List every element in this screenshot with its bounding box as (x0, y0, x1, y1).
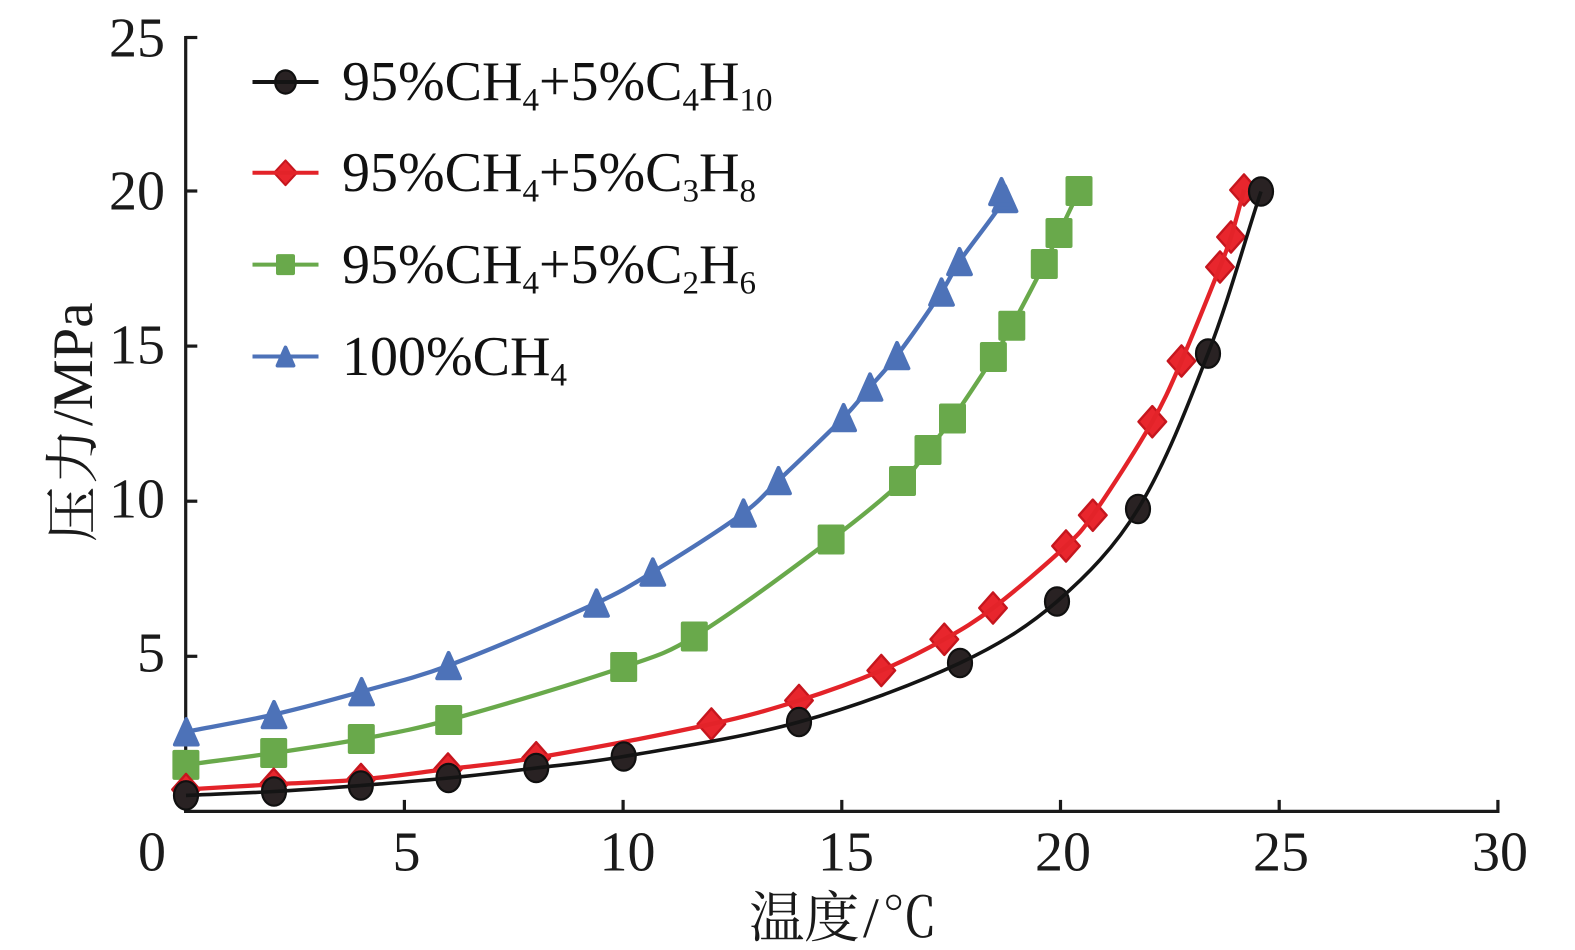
svg-text:25: 25 (109, 8, 165, 70)
svg-text:100%CH4: 100%CH4 (342, 326, 567, 394)
svg-text:0: 0 (138, 822, 166, 884)
svg-text:5: 5 (393, 822, 421, 884)
svg-text:/MPa: /MPa (42, 302, 105, 426)
svg-text:95%CH4+5%C4H10: 95%CH4+5%C4H10 (342, 51, 773, 119)
svg-text:95%CH4+5%C2H6: 95%CH4+5%C2H6 (342, 234, 756, 302)
svg-text:15: 15 (818, 822, 874, 884)
svg-text:15: 15 (109, 315, 165, 377)
svg-text:5: 5 (137, 623, 165, 685)
svg-text:30: 30 (1472, 822, 1528, 884)
svg-text:95%CH4+5%C3H8: 95%CH4+5%C3H8 (342, 142, 756, 210)
svg-text:10: 10 (600, 822, 656, 884)
svg-text:25: 25 (1253, 822, 1309, 884)
svg-text:20: 20 (1035, 822, 1091, 884)
svg-text:10: 10 (109, 469, 165, 531)
svg-text:/: / (863, 887, 879, 950)
svg-text:20: 20 (109, 161, 165, 223)
